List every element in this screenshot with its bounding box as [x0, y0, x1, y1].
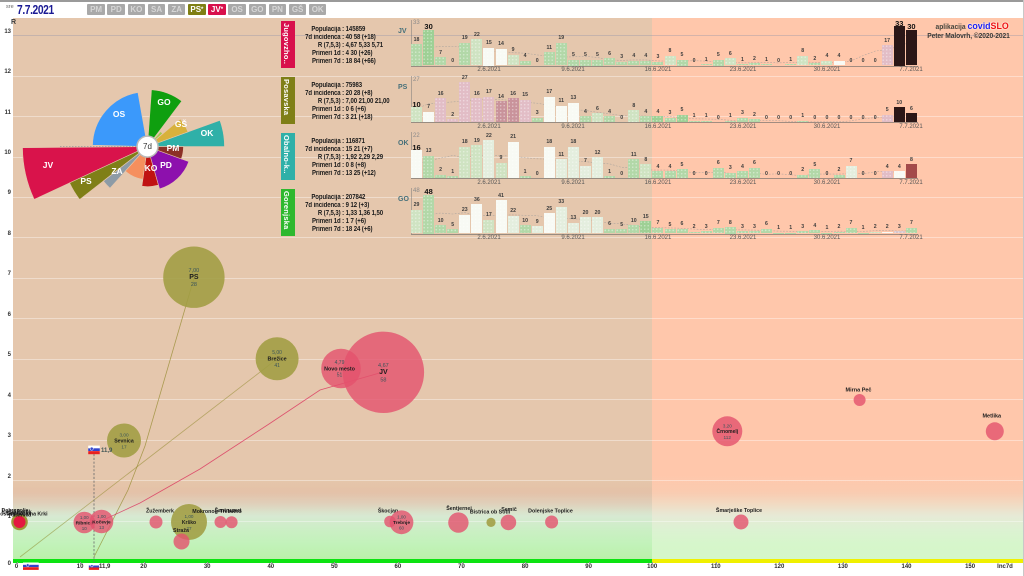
svg-text:Novo mesto: Novo mesto [324, 366, 356, 372]
svg-text:Škocjan: Škocjan [378, 507, 398, 515]
svg-text:OS: OS [113, 109, 126, 119]
svg-text:4,67: 4,67 [378, 363, 389, 369]
svg-text:Straža: Straža [173, 528, 189, 534]
svg-text:27: 27 [186, 526, 192, 531]
svg-text:GO: GO [157, 97, 171, 107]
svg-text:Kočevje: Kočevje [92, 519, 111, 525]
svg-text:Žužemberk: Žužemberk [146, 507, 174, 515]
svg-text:3,00: 3,00 [119, 432, 129, 437]
svg-text:41: 41 [274, 363, 280, 369]
svg-text:7d: 7d [143, 142, 152, 151]
svg-text:60: 60 [399, 526, 405, 531]
svg-text:PD: PD [160, 160, 172, 170]
svg-text:JV: JV [379, 369, 388, 376]
svg-text:Loški Potok: Loški Potok [2, 510, 32, 516]
svg-text:51: 51 [337, 373, 343, 379]
svg-text:Osilnica: Osilnica [11, 513, 31, 519]
svg-text:Krško: Krško [182, 520, 196, 526]
svg-text:Sodražica: Sodražica [7, 511, 32, 517]
svg-text:PS: PS [189, 274, 199, 281]
svg-text:Metlika: Metlika [982, 414, 1002, 420]
svg-text:Ribnica: Ribnica [76, 520, 94, 526]
svg-text:28: 28 [191, 282, 197, 288]
svg-text:Šentjernej: Šentjernej [446, 504, 472, 512]
svg-text:Semič: Semič [501, 507, 517, 513]
svg-text:JV: JV [43, 160, 54, 170]
svg-text:1,00: 1,00 [97, 514, 106, 519]
svg-text:Mokronog-Trebelno: Mokronog-Trebelno [192, 509, 242, 515]
svg-text:10: 10 [82, 526, 88, 531]
svg-text:Šentrupert: Šentrupert [215, 506, 242, 514]
svg-text:5,00: 5,00 [272, 350, 282, 356]
svg-text:Bistrica ob Sotli: Bistrica ob Sotli [470, 510, 511, 516]
svg-text:Trebnje: Trebnje [393, 520, 410, 526]
svg-text:11,9: 11,9 [101, 448, 113, 454]
svg-text:ZA: ZA [111, 166, 122, 176]
svg-text:OK: OK [201, 128, 215, 138]
svg-text:Šmarješke Toplice: Šmarješke Toplice [716, 506, 762, 514]
svg-text:58: 58 [380, 377, 386, 383]
svg-text:Dolenjske Toplice: Dolenjske Toplice [528, 509, 573, 515]
svg-text:Mirna Peč: Mirna Peč [846, 388, 872, 394]
svg-text:PM: PM [167, 143, 180, 153]
svg-text:Kostanjevica na Krki: Kostanjevica na Krki [0, 512, 48, 518]
svg-text:KO: KO [145, 163, 158, 173]
svg-text:1,00: 1,00 [185, 514, 194, 519]
svg-text:7,00: 7,00 [189, 268, 200, 274]
svg-text:4,79: 4,79 [335, 360, 345, 366]
svg-text:17: 17 [121, 444, 127, 449]
svg-text:13: 13 [99, 525, 105, 530]
svg-text:1,00: 1,00 [397, 515, 406, 520]
svg-text:112: 112 [724, 435, 732, 440]
svg-text:Črnomelj: Črnomelj [716, 428, 738, 435]
svg-text:PS: PS [80, 176, 92, 186]
svg-text:3,20: 3,20 [723, 423, 733, 428]
svg-text:Sevnica: Sevnica [114, 438, 134, 444]
svg-text:1,00: 1,00 [80, 515, 89, 520]
svg-text:GŠ: GŠ [175, 118, 188, 129]
svg-text:Dobrepolje: Dobrepolje [1, 508, 28, 514]
svg-text:Brežice: Brežice [268, 357, 287, 363]
